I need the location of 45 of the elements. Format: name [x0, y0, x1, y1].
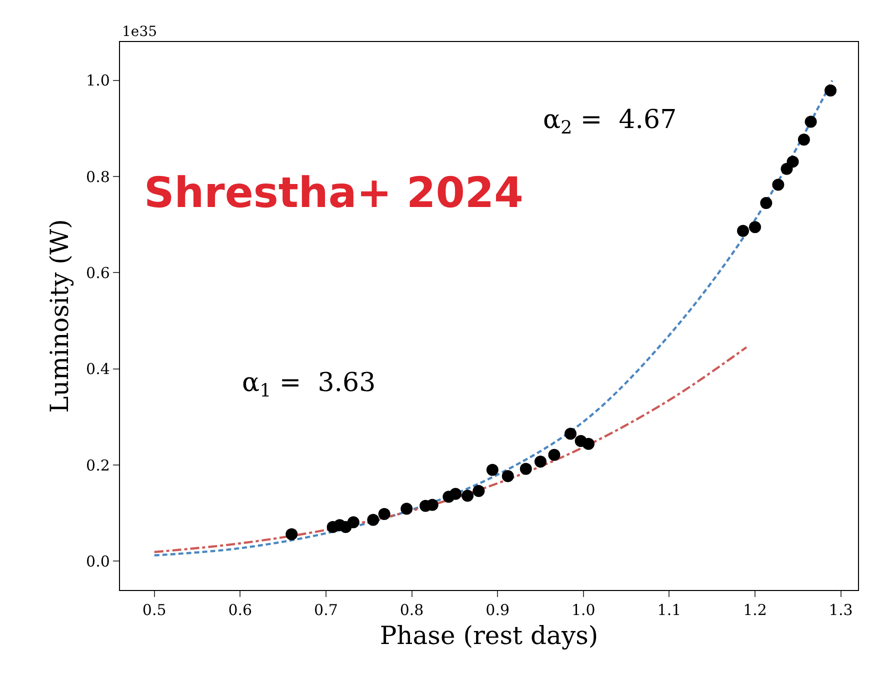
point: [749, 221, 762, 234]
point: [786, 156, 799, 168]
point: [772, 178, 784, 191]
point: [378, 508, 390, 520]
point: [347, 516, 360, 528]
point: [462, 490, 474, 502]
y-tick-label: 0.6: [86, 264, 110, 282]
annotation: Shrestha+ 2024: [144, 168, 524, 217]
annotation: α$_{2}$ = 4.67: [543, 105, 677, 138]
x-tick-label: 1.2: [743, 601, 767, 620]
x-tick-label: 1.1: [657, 601, 682, 620]
point: [564, 428, 577, 440]
text: 1e35: [122, 24, 158, 40]
point: [582, 438, 595, 450]
x-tick-label: 0.8: [400, 601, 424, 620]
point: [367, 514, 380, 526]
y-tick-label: 0.4: [86, 360, 110, 378]
x-tick-label: 0.7: [314, 601, 338, 620]
annotation: α$_{1}$ = 3.63: [242, 368, 376, 402]
point: [520, 462, 532, 475]
point: [450, 488, 462, 500]
line-series: [153, 346, 748, 554]
x-tick-label: 0.6: [228, 601, 252, 620]
point: [400, 502, 413, 515]
x-tick-label: 0.9: [486, 601, 510, 620]
x-axis-title: Phase (rest days): [380, 621, 598, 650]
point: [737, 224, 750, 237]
point: [286, 528, 298, 540]
point: [798, 134, 810, 146]
y-tick-label: 0.0: [86, 552, 110, 570]
y-axis-title: Luminosity (W): [44, 219, 74, 413]
point: [548, 448, 560, 461]
point: [534, 456, 546, 468]
point: [760, 197, 772, 210]
x-tick-label: 1.3: [828, 601, 853, 620]
point: [824, 84, 837, 97]
x-tick-label: 0.5: [142, 601, 166, 620]
point: [502, 470, 514, 482]
y-tick-label: 0.2: [86, 456, 110, 474]
x-tick-label: 1.0: [571, 601, 596, 620]
point: [486, 464, 498, 476]
y-tick-label: 1.0: [86, 72, 110, 90]
point: [472, 484, 485, 497]
y-tick-label: 0.8: [86, 168, 110, 186]
point: [804, 116, 817, 128]
